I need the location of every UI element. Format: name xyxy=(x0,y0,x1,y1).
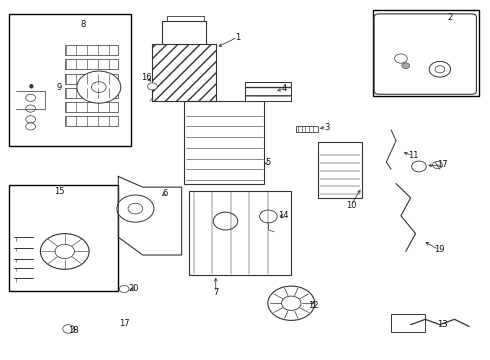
Circle shape xyxy=(128,203,143,214)
Bar xyxy=(245,82,291,102)
Text: 17: 17 xyxy=(119,319,129,328)
Circle shape xyxy=(119,285,129,293)
Text: 8: 8 xyxy=(80,20,86,29)
Circle shape xyxy=(92,82,106,93)
Text: 5: 5 xyxy=(266,158,271,167)
Bar xyxy=(9,185,118,291)
Circle shape xyxy=(412,161,426,172)
Text: 20: 20 xyxy=(129,284,139,293)
Bar xyxy=(189,191,291,275)
Text: 6: 6 xyxy=(162,189,167,198)
Text: 1: 1 xyxy=(235,33,240,42)
Text: 3: 3 xyxy=(324,123,330,132)
Circle shape xyxy=(147,83,157,90)
Circle shape xyxy=(435,66,445,73)
Circle shape xyxy=(63,325,74,333)
Circle shape xyxy=(282,296,301,310)
Text: 16: 16 xyxy=(141,73,152,82)
Bar xyxy=(65,116,118,126)
Circle shape xyxy=(260,210,277,223)
Bar xyxy=(245,82,291,102)
Circle shape xyxy=(40,234,89,269)
Circle shape xyxy=(402,63,410,68)
FancyBboxPatch shape xyxy=(374,14,476,94)
Bar xyxy=(296,126,318,132)
Bar xyxy=(65,88,118,98)
Bar xyxy=(373,10,479,96)
Circle shape xyxy=(26,123,35,130)
Circle shape xyxy=(26,105,35,112)
Circle shape xyxy=(26,94,35,102)
Bar xyxy=(152,44,216,102)
Bar xyxy=(65,59,118,69)
Text: 17: 17 xyxy=(437,161,448,170)
Text: 12: 12 xyxy=(308,301,319,310)
Text: 18: 18 xyxy=(68,326,79,335)
Text: 7: 7 xyxy=(213,288,219,297)
Bar xyxy=(184,102,265,184)
Text: 11: 11 xyxy=(408,151,418,160)
Text: 9: 9 xyxy=(56,83,62,92)
Circle shape xyxy=(429,62,451,77)
Bar xyxy=(9,14,130,146)
Text: ●: ● xyxy=(28,83,33,88)
Circle shape xyxy=(433,161,442,168)
Bar xyxy=(65,73,118,84)
Text: 14: 14 xyxy=(278,211,288,220)
Circle shape xyxy=(394,54,407,63)
Circle shape xyxy=(26,116,35,123)
Text: 10: 10 xyxy=(346,201,356,210)
Text: 2: 2 xyxy=(447,13,452,22)
Bar xyxy=(152,44,216,102)
Circle shape xyxy=(268,286,315,320)
Bar xyxy=(65,45,118,55)
Circle shape xyxy=(77,71,121,103)
Circle shape xyxy=(213,212,238,230)
Bar xyxy=(391,314,425,332)
Circle shape xyxy=(117,195,154,222)
Circle shape xyxy=(55,244,74,258)
Text: 4: 4 xyxy=(281,84,287,93)
Text: 19: 19 xyxy=(434,245,444,254)
Text: 15: 15 xyxy=(53,187,64,196)
Bar xyxy=(65,102,118,112)
Text: 13: 13 xyxy=(437,320,448,329)
Bar xyxy=(318,143,362,198)
